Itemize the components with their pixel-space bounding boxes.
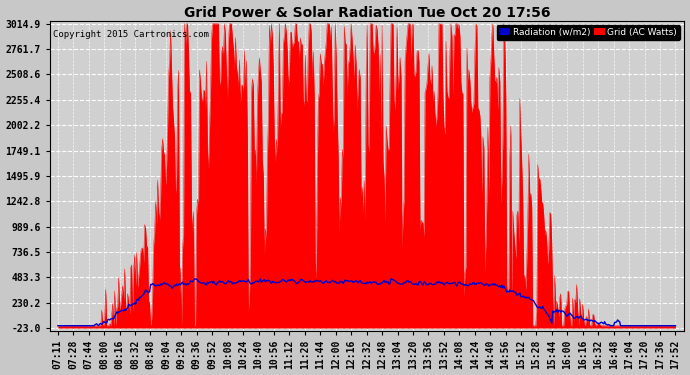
Text: Copyright 2015 Cartronics.com: Copyright 2015 Cartronics.com [53, 30, 209, 39]
Legend: Radiation (w/m2), Grid (AC Watts): Radiation (w/m2), Grid (AC Watts) [497, 25, 680, 40]
Title: Grid Power & Solar Radiation Tue Oct 20 17:56: Grid Power & Solar Radiation Tue Oct 20 … [184, 6, 551, 20]
